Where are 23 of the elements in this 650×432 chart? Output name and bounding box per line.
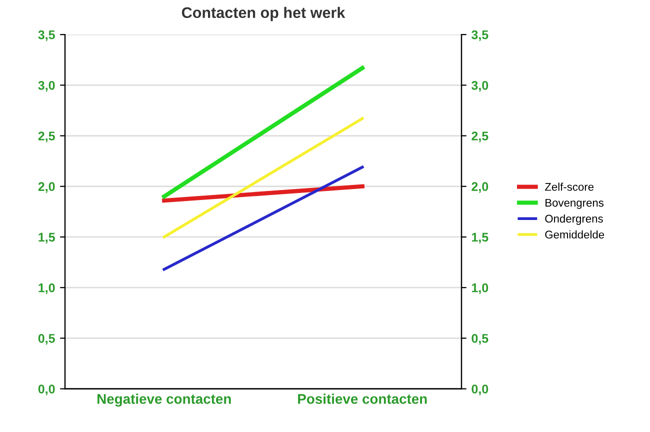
y2-tick-label: 1,0 — [472, 283, 488, 294]
y-tick-label: 1,5 — [38, 232, 55, 244]
chart-title: Contacten op het werk — [182, 6, 346, 22]
legend-label: Ondergrens — [545, 214, 603, 225]
y2-tick-label: 2,5 — [472, 132, 488, 142]
legend-label: Zelf-score — [544, 182, 594, 191]
y2-tick-label: 0,0 — [472, 384, 488, 396]
y-tick-label: 0,0 — [38, 384, 55, 396]
y-tick-label: 3,0 — [38, 80, 55, 92]
x-tick-label: Negatieve contacten — [98, 394, 231, 407]
y2-tick-label: 2,0 — [472, 182, 488, 193]
y-tick-label: 0,5 — [38, 334, 55, 345]
y2-tick-label: 3,0 — [472, 80, 488, 92]
y-tick-label: 3,5 — [38, 30, 55, 42]
y-tick-label: 1,0 — [38, 283, 55, 294]
x-tick-label: Positieve contacten — [298, 394, 427, 404]
legend-label: Gemiddelde — [545, 230, 604, 239]
y-tick-label: 2,0 — [38, 182, 55, 193]
y2-tick-label: 3,5 — [472, 30, 488, 42]
y-tick-label: 2,5 — [38, 132, 55, 142]
legend-label: Bovengrens — [546, 198, 604, 209]
y2-tick-label: 1,5 — [472, 232, 488, 244]
y2-tick-label: 0,5 — [472, 334, 488, 345]
